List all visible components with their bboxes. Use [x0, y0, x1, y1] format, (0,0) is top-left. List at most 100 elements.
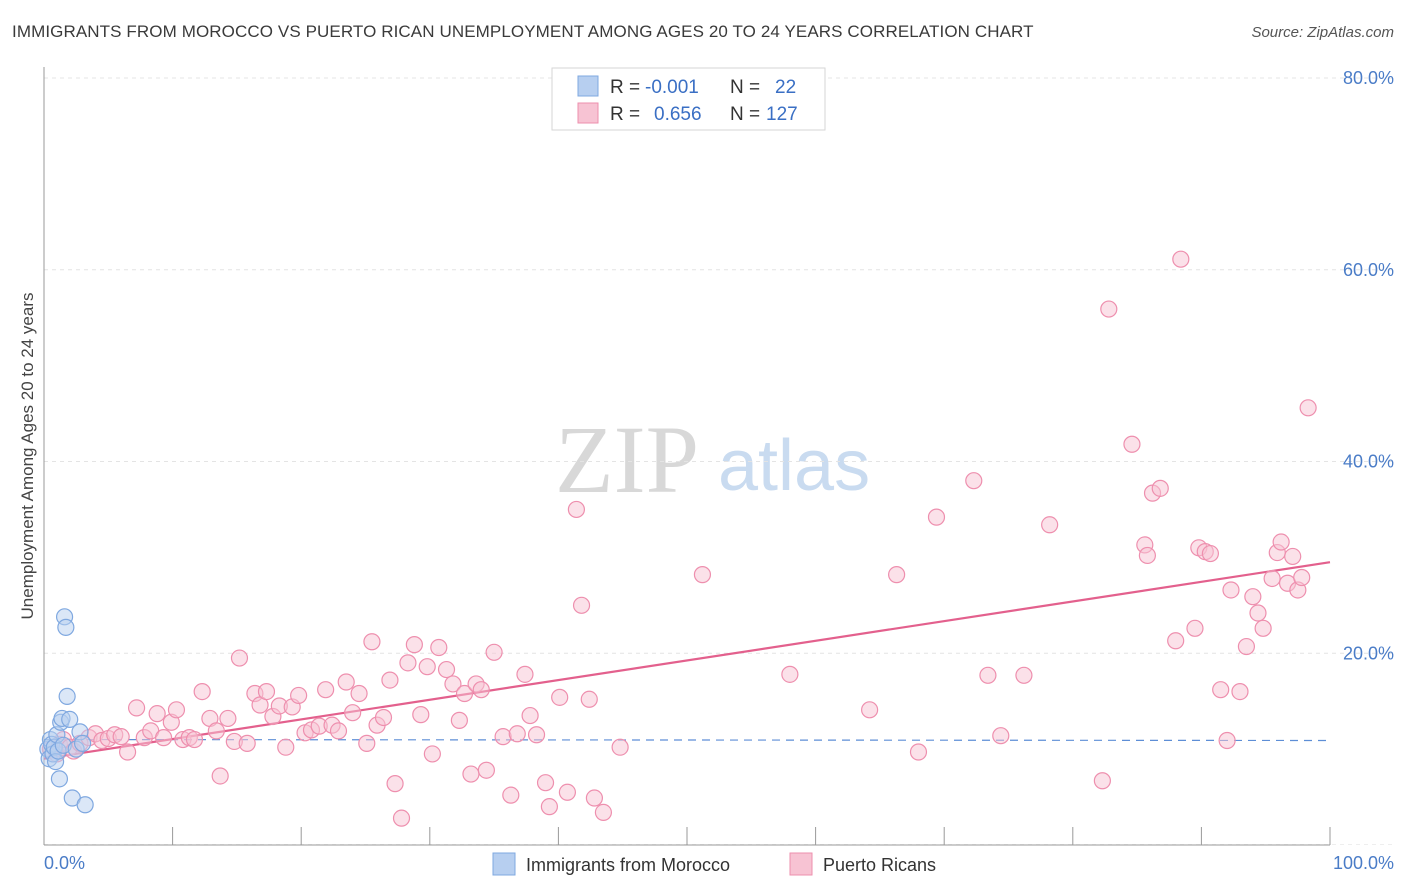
point-puerto-rican [1237, 637, 1256, 656]
point-puerto-rican [1263, 569, 1281, 588]
source-label: Source: ZipAtlas.com [1251, 24, 1394, 41]
point-morocco [50, 770, 69, 788]
point-puerto-rican [412, 706, 430, 724]
point-puerto-rican [551, 688, 569, 706]
point-puerto-rican [1138, 546, 1156, 565]
point-puerto-rican [1299, 399, 1317, 417]
point-puerto-rican [277, 738, 295, 756]
point-puerto-rican [1151, 479, 1169, 497]
point-puerto-rican [257, 682, 276, 701]
point-puerto-rican [540, 798, 558, 816]
point-puerto-rican [386, 775, 404, 793]
point-puerto-rican [329, 722, 348, 740]
point-puerto-rican [536, 774, 555, 792]
point-puerto-rican [1212, 681, 1230, 699]
legend-r-value-1: -0.001 [645, 77, 699, 98]
point-puerto-rican [118, 743, 137, 761]
point-puerto-rican [861, 701, 879, 719]
point-puerto-rican [444, 675, 462, 693]
series-legend-swatch-puerto-rican [789, 852, 813, 876]
y-tick-label: 40.0% [1343, 452, 1394, 472]
point-puerto-rican [594, 803, 613, 822]
point-puerto-rican [1123, 435, 1141, 453]
point-puerto-rican [154, 729, 173, 747]
data-points [39, 250, 1317, 827]
trend-lines [43, 561, 1331, 760]
point-puerto-rican [148, 705, 166, 723]
point-puerto-rican [337, 673, 355, 691]
point-puerto-rican [211, 767, 229, 785]
point-puerto-rican [219, 709, 237, 728]
point-puerto-rican [238, 734, 256, 752]
point-puerto-rican [430, 638, 448, 657]
point-puerto-rican [1167, 632, 1185, 650]
point-puerto-rican [693, 566, 712, 584]
point-puerto-rican [455, 684, 474, 703]
point-puerto-rican [1254, 619, 1272, 637]
point-puerto-rican [290, 686, 308, 705]
point-puerto-rican [909, 743, 928, 761]
x-tick-label-max: 100.0% [1333, 853, 1394, 873]
point-puerto-rican [230, 649, 249, 667]
point-puerto-rican [418, 658, 436, 676]
point-puerto-rican [350, 684, 368, 703]
point-puerto-rican [1186, 619, 1204, 637]
point-puerto-rican [508, 725, 526, 743]
legend-r-label-1: R = [610, 77, 640, 98]
point-puerto-rican [1231, 682, 1249, 701]
series-legend-label-morocco: Immigrants from Morocco [526, 855, 730, 875]
point-puerto-rican [193, 682, 211, 701]
legend-n-label-1: N = [730, 77, 760, 98]
point-puerto-rican [1201, 544, 1220, 563]
point-morocco [73, 734, 92, 752]
point-puerto-rican [992, 727, 1010, 745]
point-puerto-rican [374, 708, 393, 727]
point-puerto-rican [167, 701, 186, 719]
y-tick-label: 80.0% [1343, 68, 1394, 88]
point-morocco [58, 687, 76, 705]
point-puerto-rican [494, 728, 512, 746]
point-puerto-rican [477, 761, 495, 779]
point-morocco [57, 618, 75, 636]
point-morocco [76, 796, 94, 814]
x-tick-label-min: 0.0% [44, 853, 85, 873]
point-puerto-rican [381, 671, 399, 689]
point-puerto-rican [1218, 731, 1236, 750]
point-puerto-rican [437, 660, 456, 679]
correlation-legend: R = -0.001 N = 22 R = 0.656 N = 127 [551, 67, 826, 131]
point-puerto-rican [965, 472, 983, 490]
watermark-zip: ZIP [555, 406, 699, 513]
point-puerto-rican [485, 643, 503, 661]
legend-n-value-1: 22 [775, 77, 796, 98]
point-puerto-rican [127, 699, 146, 717]
point-puerto-rican [927, 508, 946, 526]
point-puerto-rican [888, 566, 906, 584]
trend-line-morocco [43, 738, 1331, 742]
point-puerto-rican [558, 783, 577, 801]
point-puerto-rican [423, 745, 441, 763]
point-puerto-rican [567, 500, 586, 519]
point-puerto-rican [1293, 568, 1311, 587]
y-tick-labels: 20.0% 40.0% 60.0% 80.0% [1343, 68, 1394, 663]
point-puerto-rican [399, 654, 417, 672]
point-puerto-rican [1100, 300, 1118, 318]
chart-title: IMMIGRANTS FROM MOROCCO VS PUERTO RICAN … [12, 22, 1034, 41]
legend-swatch-puerto-rican [577, 102, 599, 124]
point-puerto-rican [979, 666, 997, 684]
point-morocco [61, 710, 79, 729]
series-legend: Immigrants from Morocco Puerto Ricans [492, 852, 936, 876]
legend-r-label-2: R = [610, 104, 640, 125]
legend-n-value-2: 127 [766, 104, 798, 125]
point-puerto-rican [611, 738, 629, 756]
legend-n-label-2: N = [730, 104, 760, 125]
y-axis-title: Unemployment Among Ages 20 to 24 years [18, 293, 37, 620]
legend-r-value-2: 0.656 [654, 104, 702, 125]
point-puerto-rican [1249, 604, 1267, 622]
point-puerto-rican [1015, 666, 1033, 684]
point-puerto-rican [1244, 588, 1262, 606]
point-puerto-rican [450, 711, 468, 729]
point-puerto-rican [207, 722, 225, 740]
point-puerto-rican [462, 765, 480, 783]
point-puerto-rican [363, 633, 381, 651]
point-puerto-rican [344, 704, 362, 722]
